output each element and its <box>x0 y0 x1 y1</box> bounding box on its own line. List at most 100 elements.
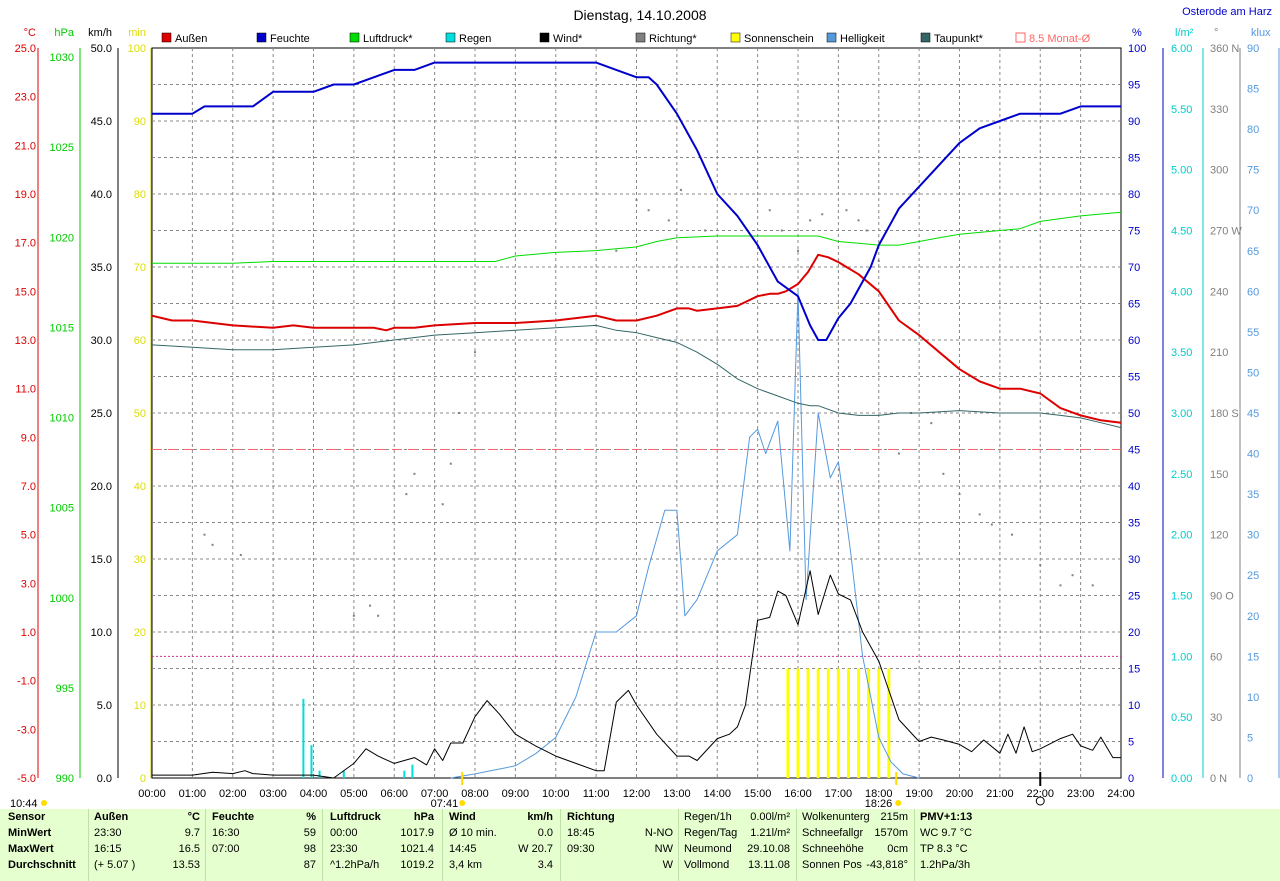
druck-header: Luftdruck <box>330 811 381 823</box>
right-axis-tick: 15 <box>1128 664 1140 676</box>
legend-label: Außen <box>175 33 207 45</box>
direction-point <box>865 229 868 232</box>
wind-avg-value: 3.4 <box>537 859 553 871</box>
aussen-unit: °C <box>187 811 200 823</box>
right-axis-tick: 150 <box>1210 469 1228 481</box>
sunrise-label: 07:41 <box>431 798 459 809</box>
richtung-max-value: NW <box>654 843 673 855</box>
legend-swatch <box>349 32 360 43</box>
left-axis-tick: 11.0 <box>15 384 36 396</box>
right-axis-tick: 65 <box>1128 299 1140 311</box>
druck-unit: hPa <box>413 811 434 823</box>
direction-point <box>1071 574 1074 577</box>
richtung-avg-value: W <box>662 859 673 871</box>
right-axis-tick: 70 <box>1247 205 1259 217</box>
direction-point <box>441 503 444 506</box>
left-axis-tick: 10 <box>134 700 146 712</box>
x-tick-label: 01:00 <box>179 788 207 800</box>
right-axis-tick: 50 <box>1128 408 1140 420</box>
direction-point <box>377 614 380 617</box>
sunshine-bar <box>887 668 891 778</box>
direction-point <box>667 219 670 222</box>
left-axis-unit: min <box>128 27 146 39</box>
left-axis-tick: 3.0 <box>21 578 36 590</box>
row-label-min: MinWert <box>8 827 52 839</box>
wolkenunterg-label: Wolkenunterg <box>802 811 870 823</box>
right-axis-tick: 270 W <box>1210 226 1242 238</box>
direction-point <box>942 472 945 475</box>
x-tick-label: 19:00 <box>905 788 933 800</box>
summary-panel: Sensor MinWert MaxWert Durchschnitt Auße… <box>0 809 1280 881</box>
legend-label: Richtung* <box>649 33 697 45</box>
direction-point <box>704 229 707 232</box>
legend-swatch <box>730 32 741 43</box>
direction-point <box>768 209 771 212</box>
sunshine-bar <box>867 668 871 778</box>
x-tick-label: 18:00 <box>865 788 893 800</box>
right-axis-tick: 55 <box>1247 327 1259 339</box>
left-axis-tick: 9.0 <box>21 432 36 444</box>
aussen-avg-time: (+ 5.07 ) <box>94 859 136 871</box>
left-axis-tick: 25.0 <box>15 43 36 55</box>
right-axis-tick: 2.00 <box>1171 530 1192 542</box>
right-axis-tick: 4.50 <box>1171 226 1192 238</box>
left-axis-tick: 5.0 <box>21 530 36 542</box>
right-axis-tick: 6.00 <box>1171 43 1192 55</box>
direction-point <box>897 452 900 455</box>
left-axis-tick: 15.0 <box>91 554 112 566</box>
legend-swatch <box>161 32 172 43</box>
legend-label: Helligkeit <box>840 33 885 45</box>
moon-icon <box>41 800 47 806</box>
right-axis-tick: 40 <box>1247 449 1259 461</box>
right-axis-tick: 3.00 <box>1171 408 1192 420</box>
pmv-tp: TP 8.3 °C <box>920 843 968 855</box>
right-axis-tick: 4.00 <box>1171 286 1192 298</box>
moonrise-label: 10:44 <box>10 798 38 809</box>
left-axis-tick: 0.0 <box>97 773 112 785</box>
direction-point <box>780 229 783 232</box>
x-tick-label: 16:00 <box>784 788 812 800</box>
right-axis-tick: 40 <box>1128 481 1140 493</box>
x-tick-label: 17:00 <box>825 788 853 800</box>
left-axis-tick: 100 <box>128 43 146 55</box>
right-axis-tick: 60 <box>1210 651 1222 663</box>
sunshine-bar <box>786 668 790 778</box>
direction-point <box>1059 584 1062 587</box>
x-tick-label: 22:00 <box>1026 788 1054 800</box>
neumond-value: 29.10.08 <box>747 843 790 855</box>
left-axis-tick: 1000 <box>50 593 74 605</box>
dewpoint-line <box>151 324 1122 429</box>
x-tick-label: 20:00 <box>946 788 974 800</box>
right-axis-tick: 45 <box>1128 445 1140 457</box>
right-axis-tick: 300 <box>1210 165 1228 177</box>
right-axis-tick: 35 <box>1247 489 1259 501</box>
pmv-wc: WC 9.7 °C <box>920 827 973 839</box>
left-axis-unit: °C <box>24 27 36 39</box>
vollmond-label: Vollmond <box>684 859 730 871</box>
left-axis-tick: 20.0 <box>91 481 112 493</box>
left-axis-tick: 990 <box>56 773 74 785</box>
druck-min-value: 1017.9 <box>400 827 434 839</box>
x-tick-label: 24:00 <box>1107 788 1135 800</box>
right-axis-tick: 1.00 <box>1171 651 1192 663</box>
left-axis-tick: 15.0 <box>15 286 36 298</box>
druck-min-time: 00:00 <box>330 827 358 839</box>
left-axis-tick: 1025 <box>50 142 74 154</box>
aussen-min-value: 9.7 <box>184 827 200 839</box>
right-axis-tick: 80 <box>1128 189 1140 201</box>
right-axis-tick: 75 <box>1247 165 1259 177</box>
feuchte-max-time: 07:00 <box>212 843 240 855</box>
direction-point <box>978 513 981 516</box>
legend-label: Luftdruck* <box>363 33 413 45</box>
wind-unit: km/h <box>527 811 553 823</box>
richtung-min-time: 18:45 <box>567 827 595 839</box>
rain-bar <box>411 764 414 778</box>
right-axis-tick: 5 <box>1128 737 1134 749</box>
legend-swatch <box>635 32 646 43</box>
legend-label: Taupunkt* <box>934 33 984 45</box>
direction-point <box>457 412 460 414</box>
regen-1h-value: 0.00l/m² <box>750 811 790 823</box>
sunrise-icon <box>459 800 466 806</box>
direction-point <box>413 472 416 475</box>
right-axis-tick: 25 <box>1128 591 1140 603</box>
